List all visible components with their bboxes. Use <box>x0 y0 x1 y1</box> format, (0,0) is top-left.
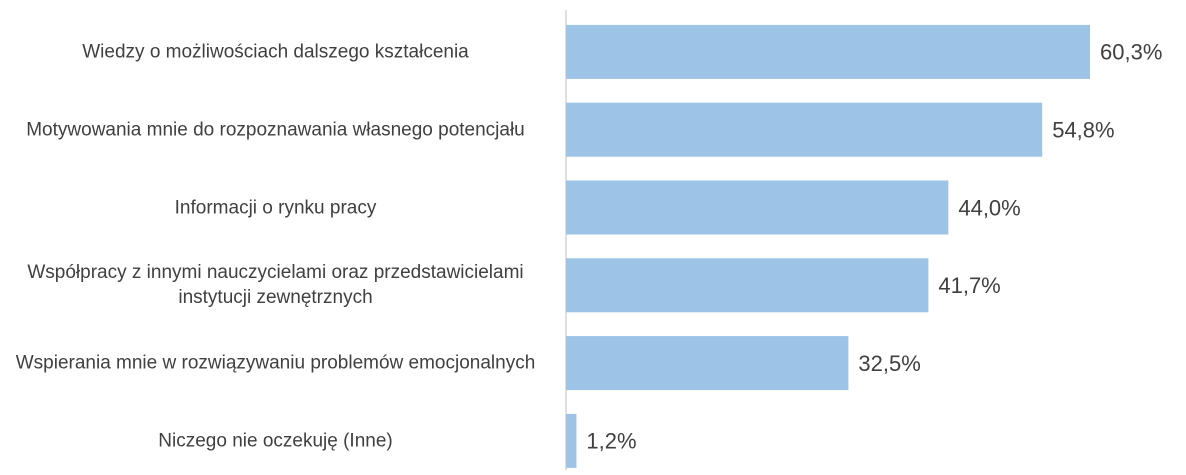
value-label: 1,2% <box>586 429 636 454</box>
category-label: Wiedzy o możliwościach dalszego kształce… <box>82 41 469 63</box>
bar <box>566 102 1043 157</box>
value-label: 54,8% <box>1052 118 1114 143</box>
category-label: Wspierania mnie w rozwiązywaniu problemó… <box>15 352 536 374</box>
value-label: 44,0% <box>958 195 1020 220</box>
category-label: Motywowania mnie do rozpoznawania własne… <box>26 119 525 141</box>
value-label: 41,7% <box>938 273 1000 298</box>
bar <box>566 413 577 468</box>
category-label: Współpracy z innymi nauczycielami oraz p… <box>27 262 524 309</box>
bar <box>566 180 949 235</box>
bar <box>566 336 849 391</box>
bar <box>566 24 1090 79</box>
value-label: 60,3% <box>1100 40 1162 65</box>
bar <box>566 258 929 313</box>
category-label: Niczego nie oczekuję (Inne) <box>158 430 393 452</box>
value-label: 32,5% <box>858 351 920 376</box>
category-label: Informacji o rynku pracy <box>174 197 377 218</box>
